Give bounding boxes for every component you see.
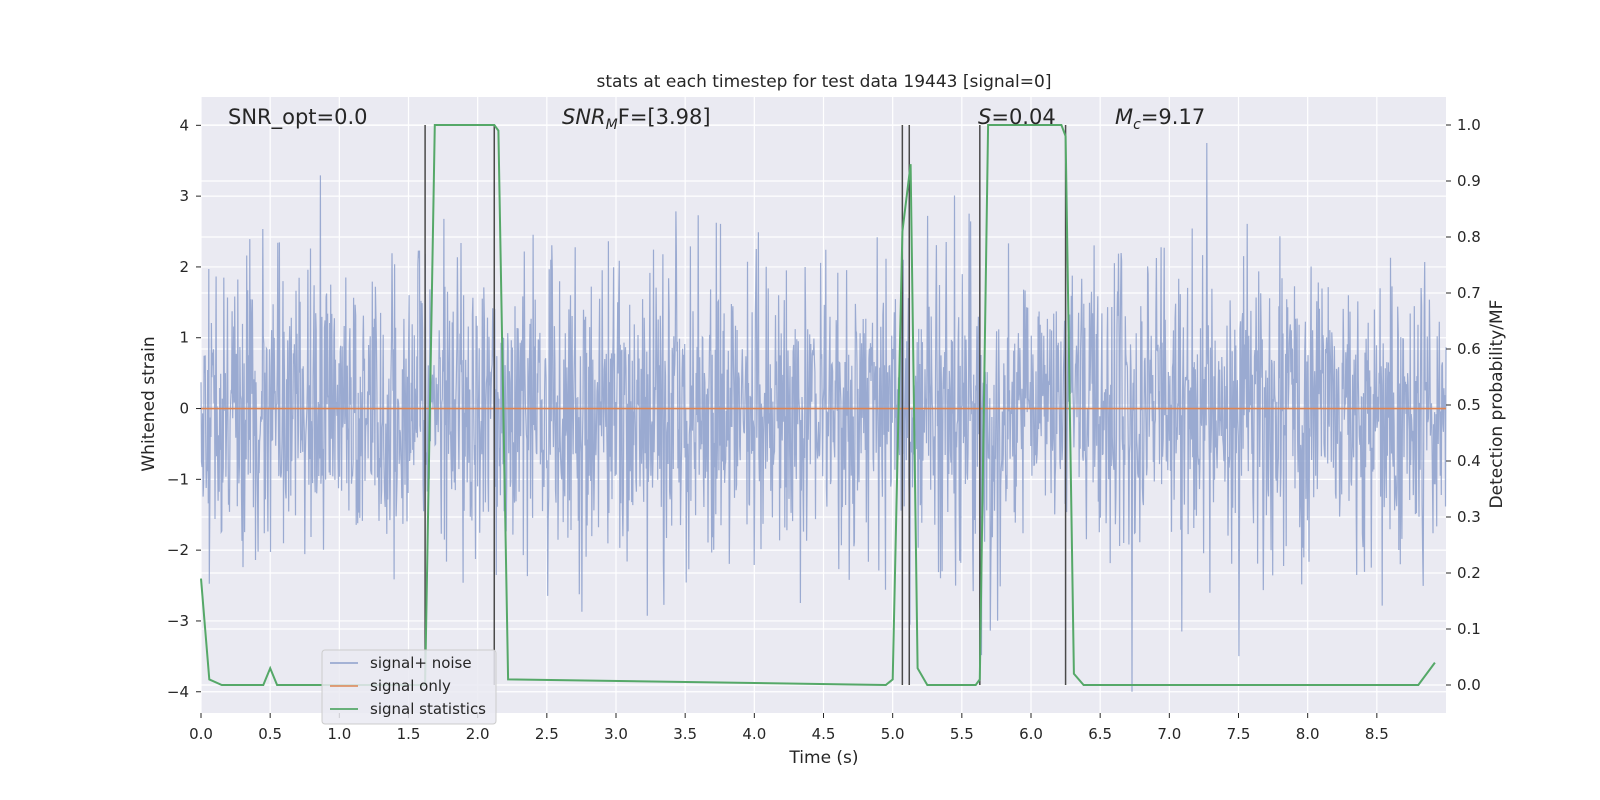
y2-tick-label-0: 0.0 <box>1457 676 1481 694</box>
y2-tick-label-2: 0.2 <box>1457 564 1481 582</box>
annotation-s: S=0.04 <box>978 105 1056 129</box>
x-tick-label-16: 8.0 <box>1296 725 1320 743</box>
x-tick-label-11: 5.5 <box>950 725 974 743</box>
vertical-markers <box>424 125 1067 685</box>
annotation-mc-rest: =9.17 <box>1141 105 1205 129</box>
x-tick-label-8: 4.0 <box>742 725 766 743</box>
y-axis-label: Whitened strain <box>139 336 159 471</box>
y2-axis-label: Detection probability/MF <box>1487 300 1507 509</box>
x-tick-label-15: 7.5 <box>1227 725 1251 743</box>
annotation-snr-mf: SNRMF=[3.98] <box>562 105 711 133</box>
annotation-mc-main: M <box>1115 105 1133 129</box>
annotation-mc: Mc=9.17 <box>1115 105 1205 133</box>
y-tick-label-4: 0 <box>179 400 189 418</box>
x-tick-label-4: 2.0 <box>466 725 490 743</box>
axis-ticks: 0.0 0.5 1.0 1.5 2.0 2.5 3.0 3.5 4.0 4.5 5.0 5.5 6.0 6… <box>167 116 1481 743</box>
y2-tick-label-5: 0.5 <box>1457 396 1481 414</box>
x-tick-label-0: 0.0 <box>189 725 213 743</box>
x-tick-label-3: 1.5 <box>397 725 421 743</box>
y-tick-label-6: 2 <box>179 258 189 276</box>
x-tick-label-1: 0.5 <box>258 725 282 743</box>
x-axis-label: Time (s) <box>788 748 858 768</box>
annotation-snr-mf-sub: M <box>606 117 618 133</box>
y2-tick-label-6: 0.6 <box>1457 340 1481 358</box>
legend-label-signal-noise: signal+ noise <box>370 654 472 672</box>
x-tick-label-2: 1.0 <box>327 725 351 743</box>
y-tick-label-7: 3 <box>179 187 189 205</box>
series-signal-statistics <box>200 124 1436 687</box>
y-tick-label-2: −2 <box>167 541 189 559</box>
y2-tick-label-1: 0.1 <box>1457 620 1481 638</box>
y-tick-label-1: −3 <box>167 612 189 630</box>
y2-tick-label-4: 0.4 <box>1457 452 1481 470</box>
x-tick-label-7: 3.5 <box>673 725 697 743</box>
x-tick-label-13: 6.5 <box>1088 725 1112 743</box>
y-tick-label-8: 4 <box>179 116 189 134</box>
series-signal-noise <box>200 142 1447 692</box>
y2-tick-label-10: 1.0 <box>1457 116 1481 134</box>
x-tick-label-9: 4.5 <box>812 725 836 743</box>
y2-tick-label-8: 0.8 <box>1457 228 1481 246</box>
x-tick-label-12: 6.0 <box>1019 725 1043 743</box>
annotation-snr-opt: SNR_opt=0.0 <box>228 105 368 130</box>
y-tick-label-3: −1 <box>167 470 189 488</box>
chart-title: stats at each timestep for test data 194… <box>597 72 1052 92</box>
annotation-s-rest: =0.04 <box>991 105 1055 129</box>
annotation-s-var: S <box>978 105 991 129</box>
x-tick-label-14: 7.0 <box>1157 725 1181 743</box>
signal-noise-line <box>200 142 1447 692</box>
y2-tick-label-9: 0.9 <box>1457 172 1481 190</box>
x-tick-label-5: 2.5 <box>535 725 559 743</box>
annotation-mc-sub: c <box>1133 117 1141 133</box>
legend-label-signal-statistics: signal statistics <box>370 700 486 718</box>
y2-tick-label-7: 0.7 <box>1457 284 1481 302</box>
legend-label-signal-only: signal only <box>370 677 451 695</box>
legend: signal+ noise signal only signal statist… <box>321 649 497 725</box>
annotation-snr-mf-rest: F=[3.98] <box>618 105 711 129</box>
annotation-snr-mf-main: SNR <box>562 105 606 129</box>
legend-box <box>321 649 497 725</box>
x-tick-label-17: 8.5 <box>1365 725 1389 743</box>
signal-statistics-line <box>200 124 1436 687</box>
x-tick-label-6: 3.0 <box>604 725 628 743</box>
x-tick-label-10: 5.0 <box>881 725 905 743</box>
y2-tick-label-3: 0.3 <box>1457 508 1481 526</box>
y-tick-label-5: 1 <box>179 329 189 347</box>
y-tick-label-0: −4 <box>167 683 189 701</box>
